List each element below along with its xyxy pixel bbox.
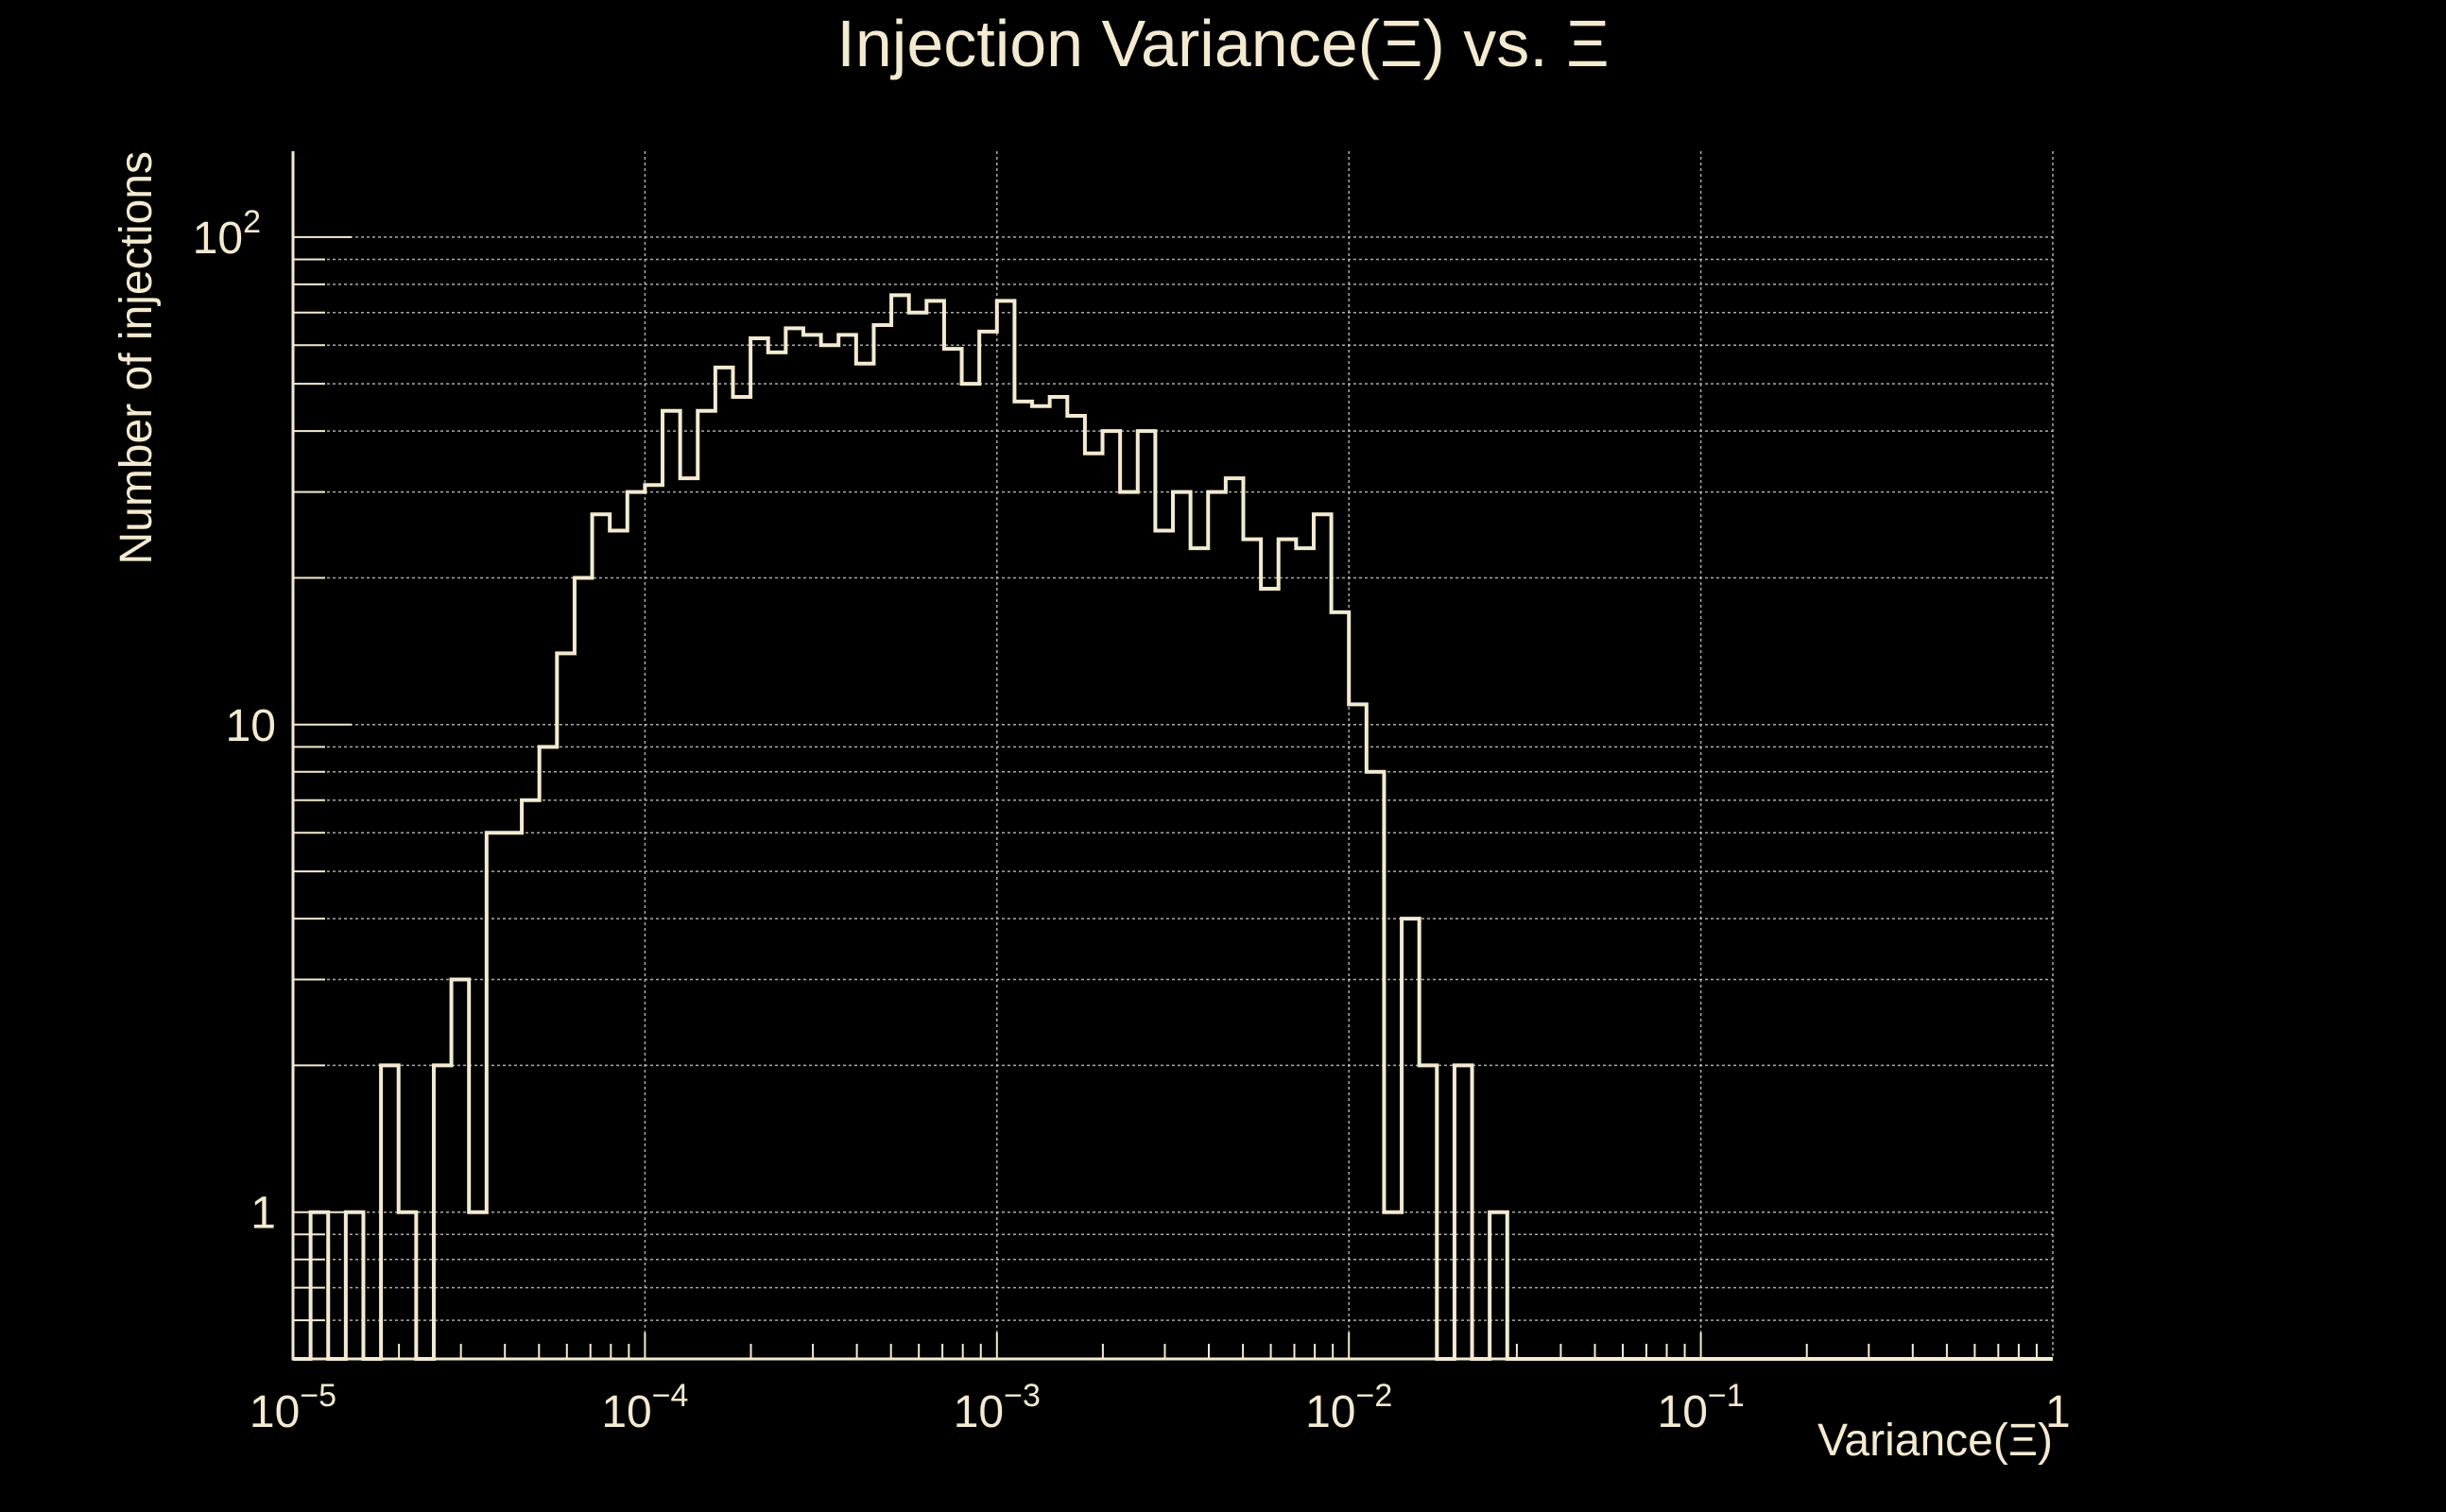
y-axis-label: Number of injections (112, 151, 162, 565)
chart-title: Injection Variance(Ξ) vs. Ξ (836, 7, 1609, 80)
grid-lines (292, 151, 2054, 1360)
x-tick-label: 10−2 (1305, 1378, 1392, 1437)
x-tick-label: 1 (2045, 1387, 2071, 1437)
x-tick-label: 10−4 (601, 1378, 688, 1437)
y-tick-label: 1 (250, 1189, 276, 1239)
x-tick-label: 10−5 (250, 1378, 336, 1437)
x-axis-label: Variance(Ξ) (1817, 1416, 2053, 1466)
y-tick-label: 10 (226, 701, 276, 751)
axis-ticks (292, 235, 2038, 1360)
tick-labels: 10−5 10−4 10−3 10−2 10−1 1 1 10 102 (193, 204, 2071, 1437)
x-tick-label: 10−3 (954, 1378, 1041, 1437)
x-tick-label: 10−1 (1658, 1378, 1745, 1437)
y-tick-label: 102 (193, 204, 261, 264)
axis-frame (291, 151, 2053, 1361)
